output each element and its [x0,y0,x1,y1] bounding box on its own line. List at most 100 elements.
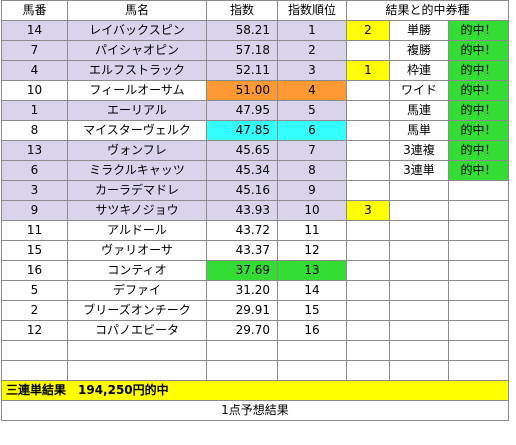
ticket-type-cell[interactable]: 枠連 [389,60,449,81]
index-cell[interactable]: 47.95 [206,100,278,121]
index-rank-cell[interactable]: 8 [277,160,347,181]
horse-number-cell[interactable] [1,340,68,361]
hit-cell[interactable] [448,360,509,381]
index-rank-cell[interactable]: 10 [277,200,347,221]
index-rank-cell[interactable]: 6 [277,120,347,141]
hit-cell[interactable] [448,300,509,321]
hit-cell[interactable]: 的中！ [448,80,509,101]
index-cell[interactable]: 45.16 [206,180,278,201]
ticket-type-cell[interactable]: 複勝 [389,40,449,61]
result-position-cell[interactable] [346,40,390,61]
index-cell[interactable] [206,360,278,381]
hit-cell[interactable]: 的中！ [448,120,509,141]
index-cell[interactable] [206,340,278,361]
index-rank-cell[interactable]: 15 [277,300,347,321]
horse-name-cell[interactable]: エルフストラック [67,60,207,81]
index-rank-cell[interactable]: 9 [277,180,347,201]
hit-cell[interactable]: 的中！ [448,100,509,121]
index-cell[interactable]: 37.69 [206,260,278,281]
index-rank-cell[interactable]: 1 [277,20,347,41]
horse-name-cell[interactable] [67,360,207,381]
result-position-cell[interactable] [346,160,390,181]
ticket-type-cell[interactable] [389,340,449,361]
horse-number-cell[interactable]: 2 [1,300,68,321]
result-position-cell[interactable] [346,340,390,361]
hit-cell[interactable]: 的中！ [448,160,509,181]
header-index-rank[interactable]: 指数順位 [277,0,347,21]
one-point-prediction-label[interactable]: 1点予想結果 [1,400,509,421]
ticket-type-cell[interactable] [389,360,449,381]
ticket-type-cell[interactable]: 馬連 [389,100,449,121]
horse-name-cell[interactable]: カーラデマドレ [67,180,207,201]
horse-name-cell[interactable]: コンティオ [67,260,207,281]
horse-number-cell[interactable]: 10 [1,80,68,101]
horse-number-cell[interactable]: 12 [1,320,68,341]
result-position-cell[interactable] [346,360,390,381]
index-rank-cell[interactable]: 4 [277,80,347,101]
index-cell[interactable]: 29.70 [206,320,278,341]
horse-name-cell[interactable]: レイバックスピン [67,20,207,41]
index-cell[interactable]: 52.11 [206,60,278,81]
ticket-type-cell[interactable] [389,200,449,221]
horse-name-cell[interactable]: ブリーズオンチーク [67,300,207,321]
ticket-type-cell[interactable] [389,300,449,321]
hit-cell[interactable] [448,320,509,341]
horse-number-cell[interactable]: 13 [1,140,68,161]
index-rank-cell[interactable] [277,340,347,361]
horse-name-cell[interactable]: ヴァリオーサ [67,240,207,261]
header-result-ticket[interactable]: 結果と的中券種 [346,0,509,21]
index-cell[interactable]: 57.18 [206,40,278,61]
index-rank-cell[interactable]: 2 [277,40,347,61]
result-position-cell[interactable] [346,300,390,321]
ticket-type-cell[interactable] [389,240,449,261]
index-cell[interactable]: 29.91 [206,300,278,321]
hit-cell[interactable] [448,200,509,221]
result-position-cell[interactable] [346,280,390,301]
horse-name-cell[interactable]: サツキノジョウ [67,200,207,221]
hit-cell[interactable]: 的中！ [448,40,509,61]
index-cell[interactable]: 58.21 [206,20,278,41]
horse-number-cell[interactable]: 3 [1,180,68,201]
index-rank-cell[interactable]: 16 [277,320,347,341]
hit-cell[interactable]: 的中！ [448,60,509,81]
horse-number-cell[interactable]: 15 [1,240,68,261]
horse-name-cell[interactable]: アルドール [67,220,207,241]
hit-cell[interactable]: 的中！ [448,20,509,41]
ticket-type-cell[interactable] [389,180,449,201]
header-index[interactable]: 指数 [206,0,278,21]
header-horse-name[interactable]: 馬名 [67,0,207,21]
horse-number-cell[interactable]: 8 [1,120,68,141]
result-position-cell[interactable] [346,320,390,341]
ticket-type-cell[interactable]: 単勝 [389,20,449,41]
index-cell[interactable]: 45.65 [206,140,278,161]
ticket-type-cell[interactable]: 3連複 [389,140,449,161]
ticket-type-cell[interactable]: 3連単 [389,160,449,181]
hit-cell[interactable] [448,260,509,281]
result-position-cell[interactable]: 1 [346,60,390,81]
horse-number-cell[interactable]: 9 [1,200,68,221]
header-horse-number[interactable]: 馬番 [1,0,68,21]
horse-number-cell[interactable]: 4 [1,60,68,81]
hit-cell[interactable] [448,280,509,301]
ticket-type-cell[interactable]: 馬単 [389,120,449,141]
hit-cell[interactable] [448,180,509,201]
index-cell[interactable]: 31.20 [206,280,278,301]
horse-number-cell[interactable]: 6 [1,160,68,181]
index-cell[interactable]: 51.00 [206,80,278,101]
horse-name-cell[interactable]: パイシャオピン [67,40,207,61]
horse-name-cell[interactable] [67,340,207,361]
result-position-cell[interactable] [346,220,390,241]
result-position-cell[interactable] [346,100,390,121]
horse-number-cell[interactable]: 5 [1,280,68,301]
ticket-type-cell[interactable] [389,220,449,241]
horse-number-cell[interactable] [1,360,68,381]
horse-name-cell[interactable]: マイスターヴェルク [67,120,207,141]
index-rank-cell[interactable]: 3 [277,60,347,81]
trifecta-result-banner[interactable]: 三連単結果 194,250円的中 [1,380,509,401]
result-position-cell[interactable] [346,180,390,201]
index-cell[interactable]: 43.93 [206,200,278,221]
horse-number-cell[interactable]: 1 [1,100,68,121]
result-position-cell[interactable] [346,260,390,281]
index-cell[interactable]: 47.85 [206,120,278,141]
index-cell[interactable]: 43.37 [206,240,278,261]
